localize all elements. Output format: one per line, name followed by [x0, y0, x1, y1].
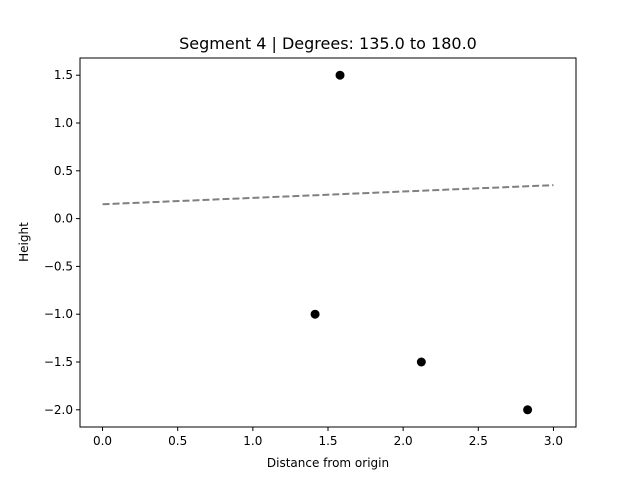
- data-point-1: [310, 309, 320, 319]
- y-tick-label: −1.5: [44, 355, 73, 369]
- x-tick-label: 0.0: [93, 434, 112, 448]
- y-tick-label: 1.5: [54, 68, 73, 82]
- y-axis-label: Height: [17, 222, 31, 262]
- y-tick-label: −0.5: [44, 259, 73, 273]
- y-tick-label: 1.0: [54, 116, 73, 130]
- fit-line: [102, 184, 554, 206]
- y-tick-label: −2.0: [44, 403, 73, 417]
- x-axis-label: Distance from origin: [267, 456, 389, 470]
- data-point-0: [335, 70, 345, 80]
- y-axis-ticks: −2.0 −1.5 −1.0 −0.5 0.0 0.5 1.0 1.5: [44, 68, 80, 417]
- x-tick-label: 1.5: [318, 434, 337, 448]
- chart-title: Segment 4 | Degrees: 135.0 to 180.0: [179, 34, 477, 53]
- x-tick-label: 0.5: [168, 434, 187, 448]
- data-point-2: [416, 357, 426, 367]
- y-tick-label: 0.0: [54, 212, 73, 226]
- x-tick-label: 1.0: [243, 434, 262, 448]
- data-point-3: [523, 405, 533, 415]
- x-axis-ticks: 0.0 0.5 1.0 1.5 2.0 2.5 3.0: [93, 427, 563, 448]
- y-tick-label: −1.0: [44, 307, 73, 321]
- y-tick-label: 0.5: [54, 164, 73, 178]
- x-tick-label: 2.5: [469, 434, 488, 448]
- x-tick-label: 2.0: [394, 434, 413, 448]
- x-tick-label: 3.0: [544, 434, 563, 448]
